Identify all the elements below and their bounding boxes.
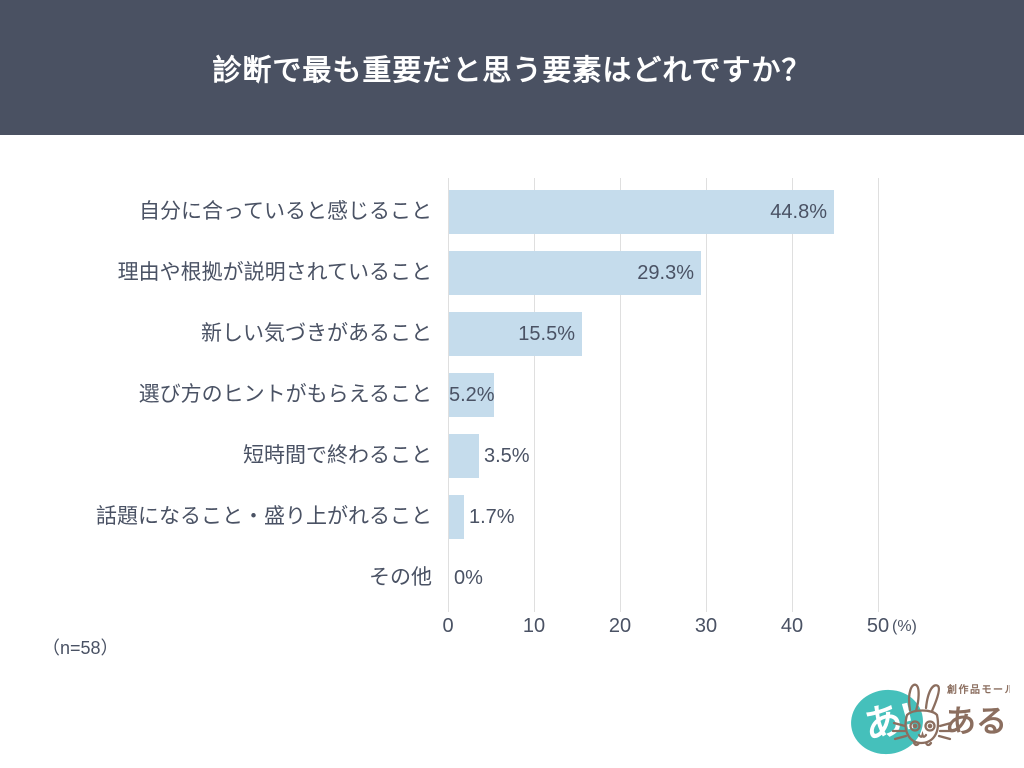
bar xyxy=(449,312,582,356)
x-tick-label-50: 50 xyxy=(866,615,890,637)
category-label: 新しい気づきがあること xyxy=(201,322,432,345)
x-tick-label-0: 0 xyxy=(442,615,454,637)
gridline-30 xyxy=(706,178,707,612)
chart-row: その他 0% xyxy=(0,556,1024,600)
x-tick-label-30: 30 xyxy=(694,615,718,637)
gridline-0 xyxy=(448,178,449,612)
header-banner: 診断で最も重要だと思う要素はどれですか？ xyxy=(0,0,1024,135)
logo-graphic: あ! 創作品モール あるる xyxy=(851,683,1024,755)
sample-size-note: （n=58） xyxy=(42,638,119,658)
value-label: 15.5% xyxy=(518,323,575,345)
chart-row: 話題になること・盛り上がれること 1.7% xyxy=(0,495,1024,539)
bar xyxy=(449,373,494,417)
bar xyxy=(449,251,701,295)
value-label: 0% xyxy=(454,567,483,589)
category-label: 話題になること・盛り上がれること xyxy=(96,505,432,528)
page-title: 診断で最も重要だと思う要素はどれですか？ xyxy=(212,54,812,87)
logo-teal-blob xyxy=(851,689,923,755)
chart-row: 短時間で終わること 3.5% xyxy=(0,434,1024,478)
logo-tagline: 創作品モール xyxy=(946,683,1010,696)
category-label: 選び方のヒントがもらえること xyxy=(138,383,432,406)
category-label: 理由や根拠が説明されていること xyxy=(117,261,432,284)
gridline-40 xyxy=(792,178,793,612)
chart-row: 新しい気づきがあること 15.5% xyxy=(0,312,1024,356)
value-label: 29.3% xyxy=(637,262,694,284)
category-label: 自分に合っていると感じること xyxy=(139,200,432,223)
x-tick-label-40: 40 xyxy=(780,615,804,637)
x-tick-label-10: 10 xyxy=(522,615,546,637)
value-label: 44.8% xyxy=(770,201,827,223)
gridline-50 xyxy=(878,178,879,612)
value-label: 3.5% xyxy=(484,445,530,467)
value-label: 5.2% xyxy=(449,384,495,406)
rabbit-icon xyxy=(891,683,954,747)
chart-row: 自分に合っていると感じること 44.8% xyxy=(0,190,1024,234)
x-tick-label-20: 20 xyxy=(608,615,632,637)
value-label: 1.7% xyxy=(469,506,515,528)
x-axis-unit: (%) xyxy=(892,618,917,635)
category-label: その他 xyxy=(369,566,432,589)
category-label: 短時間で終わること xyxy=(243,444,432,467)
bar xyxy=(449,190,834,234)
chart-row: 選び方のヒントがもらえること 5.2% xyxy=(0,373,1024,417)
bar xyxy=(449,434,479,478)
gridline-10 xyxy=(534,178,535,612)
bar xyxy=(449,495,464,539)
gridline-20 xyxy=(620,178,621,612)
logo-brand-name: あるる xyxy=(945,704,1010,739)
chart-row: 理由や根拠が説明されていること 29.3% xyxy=(0,251,1024,295)
brand-logo: あ! 創作品モール あるる xyxy=(850,678,1024,760)
